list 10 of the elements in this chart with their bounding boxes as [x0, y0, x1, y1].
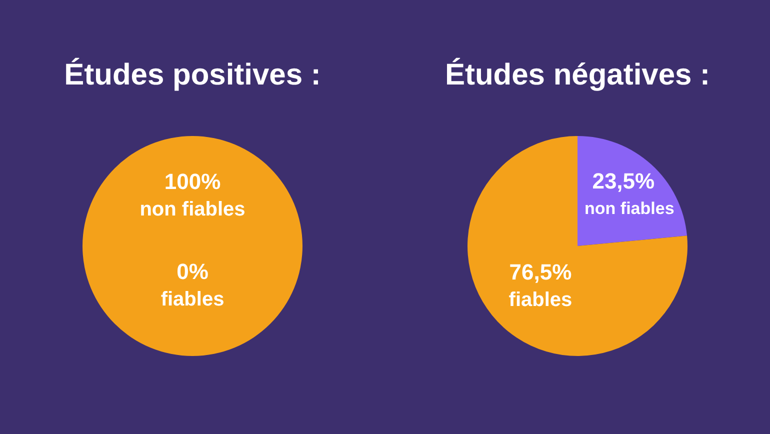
chart-title: Études négatives :	[444, 57, 710, 92]
data-label: 23,5%	[592, 168, 655, 194]
text: 0%	[176, 259, 208, 284]
slice-label: non fiables	[140, 198, 246, 221]
chart-title: Études positives :	[64, 57, 321, 92]
slice-label: fiables	[508, 289, 572, 312]
category-label: fiables	[160, 288, 224, 311]
data-label: 100%	[164, 169, 221, 194]
data-label: 76,5%	[509, 260, 572, 285]
slice-label: non fiables	[584, 199, 674, 218]
